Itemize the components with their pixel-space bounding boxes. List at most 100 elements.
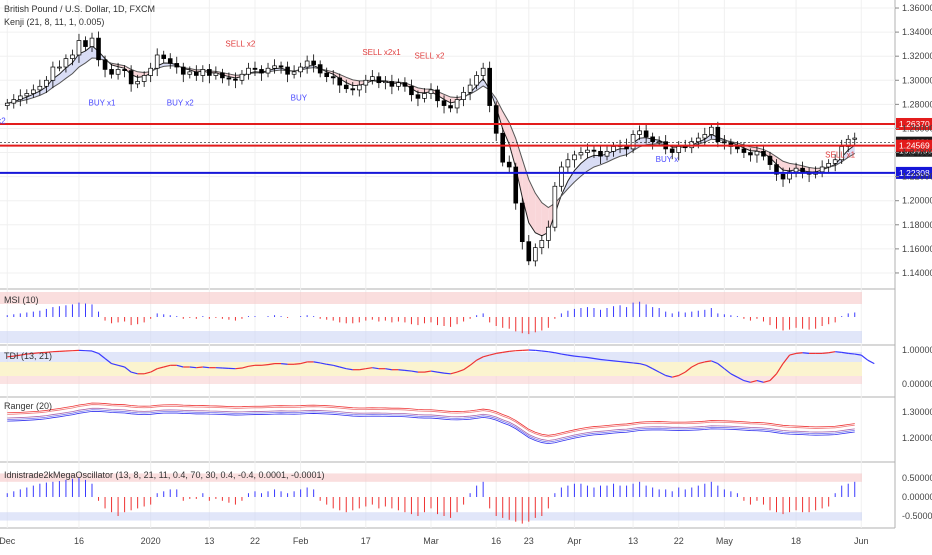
tdi-line-segment <box>405 370 412 371</box>
tdi-line-segment <box>822 353 829 354</box>
tdi-pane <box>0 350 874 384</box>
candle-body <box>97 38 101 60</box>
candle-body <box>794 168 798 172</box>
candle-body <box>527 242 531 261</box>
tdi-line-segment <box>262 365 269 366</box>
signal-label: BUY x <box>656 155 679 164</box>
tdi-line-segment <box>203 367 210 368</box>
candle-body <box>416 95 420 99</box>
y-tick-label: 1.14000 <box>902 268 932 278</box>
tdi-line-segment <box>803 353 810 354</box>
tdi-line-segment <box>868 360 875 363</box>
candle-body <box>755 151 759 155</box>
tdi-tick-label: 0.00000 <box>902 379 932 389</box>
candle-body <box>168 59 172 64</box>
price-axis[interactable]: 1.360001.340001.320001.300001.280001.260… <box>895 3 932 521</box>
x-tick-label: Jun <box>854 536 869 546</box>
ranger-tick-label: 1.30000 <box>902 407 932 417</box>
tdi-line-segment <box>861 355 868 360</box>
x-tick-label: 22 <box>674 536 684 546</box>
gridlines <box>0 0 895 528</box>
candle-body <box>599 151 603 156</box>
candle-body <box>520 203 524 242</box>
ranger-title: Ranger (20) <box>4 401 52 411</box>
candle-body <box>735 147 739 149</box>
candle-body <box>768 156 772 164</box>
candle-body <box>683 147 687 148</box>
tdi-line-segment <box>633 363 640 364</box>
candle-body <box>51 67 55 80</box>
candle-body <box>501 133 505 162</box>
candle-body <box>449 106 453 108</box>
candle-body <box>64 59 68 67</box>
msi-lower-band <box>0 331 862 343</box>
candle-body <box>149 68 153 75</box>
y-tick-label: 1.34000 <box>902 27 932 37</box>
candle-body <box>44 80 48 86</box>
x-tick-label: 22 <box>250 536 260 546</box>
candle-body <box>214 73 218 75</box>
tdi-tick-label: 1.00000 <box>902 345 932 355</box>
candle-body <box>455 100 459 108</box>
candle-body <box>820 167 824 172</box>
tdi-line-segment <box>281 364 288 365</box>
candle-body <box>77 41 81 55</box>
x-tick-label: 13 <box>628 536 638 546</box>
candle-body <box>266 68 270 73</box>
ranger-tick-label: 1.20000 <box>902 433 932 443</box>
candle-body <box>299 67 303 72</box>
y-tick-label: 1.20000 <box>902 196 932 206</box>
tdi-line-segment <box>535 350 542 351</box>
msi-pane <box>0 292 862 343</box>
tdi-line-segment <box>627 362 634 363</box>
candle-body <box>436 90 440 101</box>
signal-label: BUY x1 <box>89 99 117 108</box>
signal-label: BUY <box>291 94 308 103</box>
msi-title: MSI (10) <box>4 295 39 305</box>
tdi-mid-band <box>0 362 862 376</box>
tdi-line-segment <box>398 370 405 371</box>
candle-body <box>696 138 700 142</box>
tdi-line-segment <box>581 357 588 358</box>
candle-body <box>247 68 251 74</box>
osc-title: Idnistrade2kMegaOscillator (13, 8, 21, 1… <box>4 470 325 480</box>
candle-body <box>586 150 590 152</box>
candle-body <box>677 147 681 153</box>
candle-body <box>123 69 127 70</box>
candle-body <box>644 131 648 137</box>
candle-body <box>703 134 707 138</box>
x-tick-label: 16 <box>74 536 84 546</box>
candle-body <box>605 151 609 156</box>
candle-body <box>292 72 296 74</box>
candle-body <box>833 160 837 164</box>
x-tick-label: Mar <box>423 536 439 546</box>
y-tick-label: 1.28000 <box>902 99 932 109</box>
osc-lower-band <box>0 512 862 520</box>
candle-body <box>853 138 857 139</box>
x-tick-label: 16 <box>491 536 501 546</box>
tdi-line-segment <box>796 353 803 354</box>
tdi-line-segment <box>235 368 242 369</box>
candle-body <box>748 153 752 155</box>
candle-body <box>429 90 433 94</box>
candle-body <box>716 127 720 141</box>
candle-body <box>90 38 94 46</box>
candle-body <box>70 55 74 59</box>
candle-body <box>201 69 205 75</box>
candle-body <box>540 240 544 247</box>
y-tick-label: 1.16000 <box>902 244 932 254</box>
osc-tick-label: 0.00000 <box>902 492 932 502</box>
candle-body <box>462 92 466 99</box>
candle-body <box>566 160 570 167</box>
signal-label: BUY x2 <box>167 99 195 108</box>
tdi-upper-band <box>0 352 862 362</box>
candle-body <box>57 67 61 68</box>
candle-body <box>572 155 576 160</box>
signal-label: SELL x1 <box>825 150 855 159</box>
candle-body <box>12 100 16 104</box>
x-tick-label: May <box>716 536 734 546</box>
candle-body <box>279 66 283 67</box>
indicator-title: Kenji (21, 8, 11, 1, 0.005) <box>4 17 104 27</box>
